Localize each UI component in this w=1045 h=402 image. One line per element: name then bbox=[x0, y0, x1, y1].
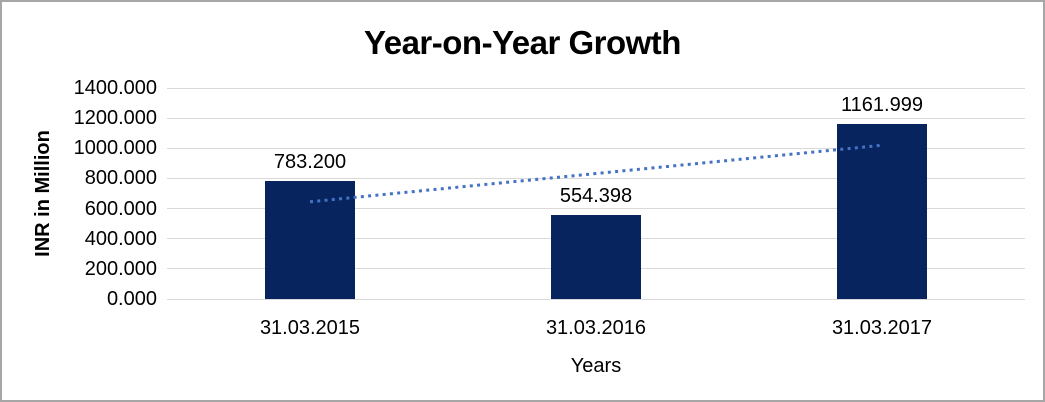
bar-data-label: 554.398 bbox=[559, 185, 633, 208]
x-tick-label: 31.03.2017 bbox=[831, 317, 933, 339]
y-tick-label: 800.000 bbox=[84, 167, 157, 190]
x-tick-label: 31.03.2016 bbox=[545, 317, 647, 339]
y-tick-label: 0.000 bbox=[106, 288, 157, 310]
gridline bbox=[167, 87, 1025, 89]
y-tick-label: 600.000 bbox=[84, 197, 157, 220]
y-tick-label: 1200.000 bbox=[73, 107, 157, 130]
x-tick-label: 31.03.2015 bbox=[259, 317, 361, 339]
trendline bbox=[309, 143, 883, 204]
bar bbox=[837, 123, 927, 299]
y-tick-label: 1000.000 bbox=[73, 137, 157, 160]
y-tick-label: 1400.000 bbox=[73, 77, 157, 99]
plot-area: 783.200 554.398 1161.999 bbox=[167, 87, 1025, 300]
x-axis-title: Years bbox=[570, 355, 622, 377]
bar-data-label: 1161.999 bbox=[841, 93, 923, 116]
y-tick-label: 400.000 bbox=[84, 227, 157, 250]
gridline bbox=[167, 177, 1025, 179]
bar-data-label: 783.200 bbox=[273, 150, 347, 173]
gridline bbox=[167, 208, 1025, 210]
gridline bbox=[167, 298, 1025, 300]
bar bbox=[551, 215, 641, 299]
gridline bbox=[167, 117, 1025, 119]
y-tick-label: 200.000 bbox=[84, 257, 157, 280]
gridline bbox=[167, 147, 1025, 149]
chart-title: Year-on-Year Growth bbox=[364, 24, 681, 61]
